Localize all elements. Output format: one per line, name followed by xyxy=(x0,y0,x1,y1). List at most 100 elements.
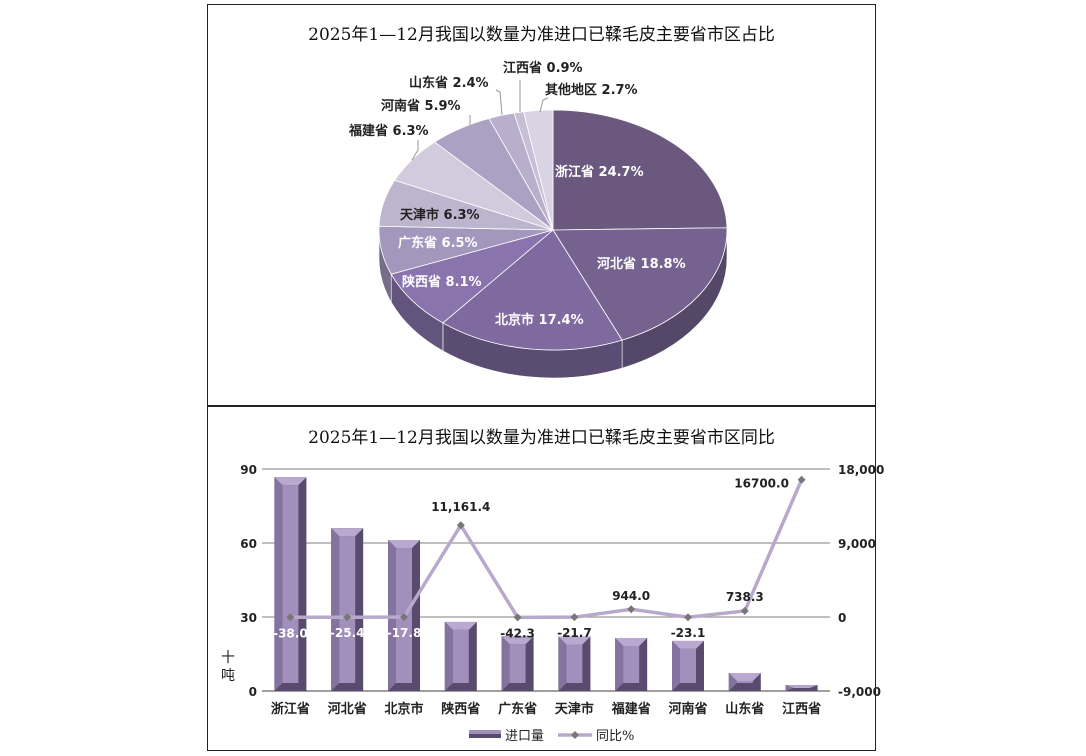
bar-left-bevel xyxy=(501,636,510,691)
yoy-data-label: -23.1 xyxy=(671,626,706,640)
bar-top-bevel xyxy=(274,477,307,486)
y-axis-label: 十 xyxy=(221,650,235,666)
yoy-marker xyxy=(684,613,692,622)
pie-leader-line xyxy=(495,89,503,116)
y-axis-tick-label: 60 xyxy=(240,537,257,551)
yoy-marker xyxy=(627,605,636,614)
yoy-data-label: 738.3 xyxy=(726,590,764,604)
y-axis-tick-label: 0 xyxy=(249,685,257,699)
bar xyxy=(785,685,818,691)
legend-line-marker xyxy=(571,731,579,739)
x-axis-tick-label: 天津市 xyxy=(555,701,594,717)
yoy-marker xyxy=(456,521,465,530)
yoy-data-label: -42.3 xyxy=(500,626,535,640)
yoy-marker xyxy=(286,613,295,622)
bar xyxy=(331,528,364,691)
bar xyxy=(444,621,477,691)
x-axis-tick-label: 浙江省 xyxy=(271,701,310,717)
legend-label-yoy: 同比% xyxy=(596,729,634,744)
bar-top-bevel xyxy=(331,528,364,537)
bar-face xyxy=(509,644,526,683)
bar xyxy=(274,477,307,691)
x-axis-tick-label: 北京市 xyxy=(384,701,423,717)
pie-leader-line xyxy=(539,97,549,113)
yoy-data-label: 944.0 xyxy=(612,589,650,603)
yoy-marker xyxy=(343,613,352,622)
x-axis-tick-label: 广东省 xyxy=(498,701,537,717)
pie-slice xyxy=(390,229,554,324)
yoy-marker xyxy=(740,606,749,615)
pie-label: 江西省 0.9% xyxy=(503,60,583,76)
legend-label-volume: 进口量 xyxy=(505,729,544,744)
bar-left-bevel xyxy=(615,637,624,691)
yoy-data-label: -25.4 xyxy=(330,626,365,640)
x-axis-tick-label: 陕西省 xyxy=(441,701,480,717)
y2-axis-tick-label: 9,000 xyxy=(838,537,876,551)
bar-face xyxy=(282,485,299,683)
pie-label: 广东省 6.5% xyxy=(398,235,478,251)
bar xyxy=(615,637,648,691)
x-axis-tick-label: 福建省 xyxy=(611,701,651,717)
pie-label: 其他地区 2.7% xyxy=(545,82,638,98)
y-axis-tick-label: 90 xyxy=(240,463,257,477)
bar-top-bevel xyxy=(728,672,761,681)
legend-bar-swatch-face xyxy=(469,730,501,734)
y-axis-tick-label: 30 xyxy=(240,611,257,625)
pie-slice xyxy=(552,227,728,341)
bar xyxy=(672,640,704,691)
yoy-marker xyxy=(570,613,579,622)
bar-chart-title: 2025年1—12月我国以数量为准进口已鞣毛皮主要省市区同比 xyxy=(308,428,775,448)
bar-face xyxy=(623,645,640,683)
pie-label: 天津市 6.3% xyxy=(400,207,480,223)
yoy-marker xyxy=(400,613,408,622)
bar-face xyxy=(680,648,696,683)
bar-face xyxy=(452,629,469,683)
pie-label: 河南省 5.9% xyxy=(381,98,461,114)
yoy-data-label: 16700.0 xyxy=(734,477,789,491)
yoy-data-label: -38.0 xyxy=(273,626,308,640)
chart-frame xyxy=(207,4,876,751)
x-axis-tick-label: 江西省 xyxy=(782,701,821,717)
pie-label: 北京市 17.4% xyxy=(495,312,584,328)
yoy-marker xyxy=(513,613,522,622)
y2-axis-tick-label: 0 xyxy=(838,611,846,625)
yoy-data-label: -21.7 xyxy=(557,626,592,640)
bar-face xyxy=(339,536,356,683)
yoy-marker xyxy=(797,475,806,484)
bar-top-bevel xyxy=(444,621,477,630)
x-axis-tick-label: 河南省 xyxy=(668,701,707,717)
bar-left-bevel xyxy=(728,672,737,691)
y-axis-label: 吨 xyxy=(221,668,235,684)
pie-label: 山东省 2.4% xyxy=(409,75,489,91)
bar-top-bevel xyxy=(388,540,420,549)
bar-left-bevel xyxy=(672,640,680,691)
y2-axis-tick-label: 18,000 xyxy=(838,463,884,477)
x-axis-tick-label: 河北省 xyxy=(328,701,367,717)
pie-slice xyxy=(523,109,554,231)
pie-leader-line xyxy=(411,140,419,161)
bar-top-bevel xyxy=(785,685,818,689)
yoy-data-label: 11,161.4 xyxy=(431,500,490,514)
bar-top-bevel xyxy=(558,636,591,645)
yoy-data-label: -17.8 xyxy=(387,626,422,640)
bar-body xyxy=(785,685,818,691)
bar-left-bevel xyxy=(331,528,340,691)
bar-top-bevel xyxy=(615,637,648,646)
x-axis-tick-label: 山东省 xyxy=(725,701,764,717)
pie-slice xyxy=(552,109,728,231)
bar-top-bevel xyxy=(501,636,534,645)
bar xyxy=(501,636,534,691)
yoy-line xyxy=(290,478,804,620)
bar-left-bevel xyxy=(558,636,567,691)
pie-label: 河北省 18.8% xyxy=(597,256,686,272)
bar-left-bevel xyxy=(785,685,794,691)
pie-label: 浙江省 24.7% xyxy=(555,164,644,180)
pie-label: 陕西省 8.1% xyxy=(402,274,482,290)
pie-chart-title: 2025年1—12月我国以数量为准进口已鞣毛皮主要省市区占比 xyxy=(308,25,775,45)
bar-top-bevel xyxy=(672,640,704,649)
pie-label: 福建省 6.3% xyxy=(348,123,429,139)
bar xyxy=(558,636,591,691)
pie-slice xyxy=(442,229,623,351)
bar xyxy=(728,672,761,691)
